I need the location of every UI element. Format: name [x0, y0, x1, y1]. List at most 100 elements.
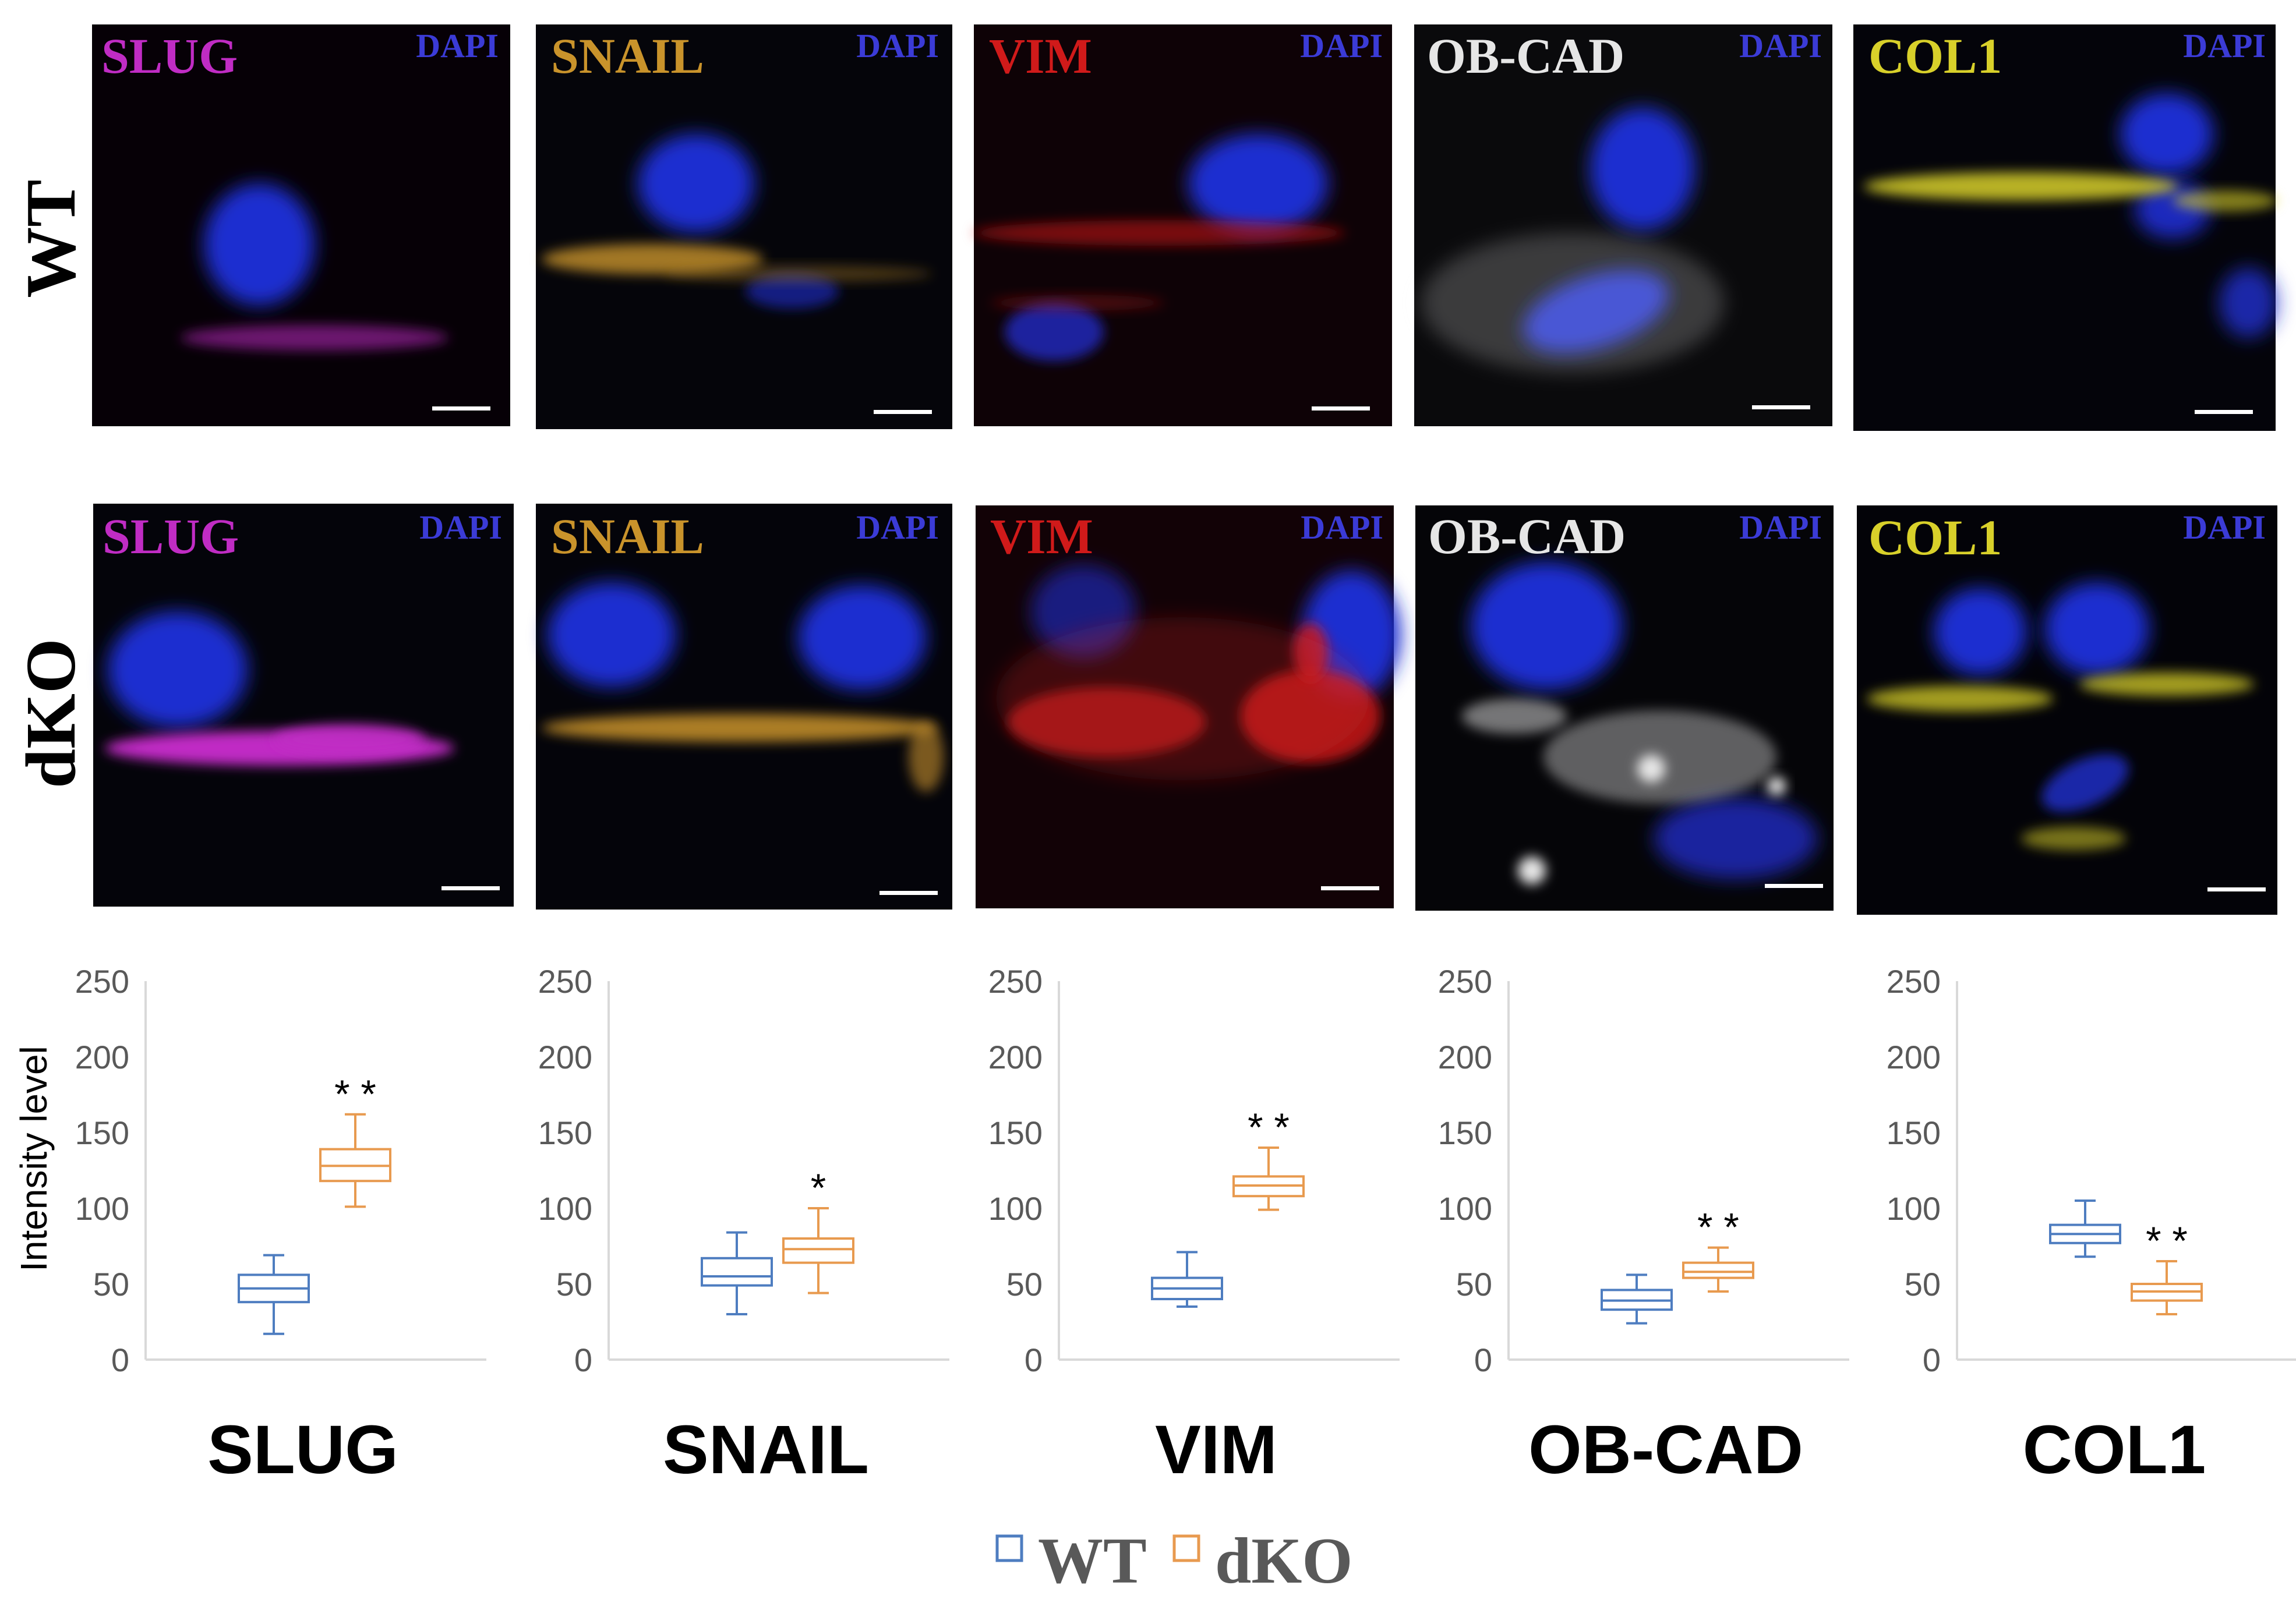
y-tick-label: 150: [538, 1114, 592, 1151]
dapi-label: DAPI: [1300, 27, 1383, 65]
scale-bar: [1312, 406, 1370, 411]
channel-label: COL1: [1868, 509, 2002, 565]
row-label-wt: WT: [12, 179, 90, 298]
legend-swatch-wt: [995, 1534, 1023, 1562]
boxplot-chart-col1: 0 50 100 150 200 250 * * COL1: [1887, 963, 2296, 1488]
chart-legend: WT dKO: [995, 1525, 1353, 1597]
legend-swatch-dko: [1172, 1534, 1200, 1562]
category-label: SNAIL: [663, 1411, 869, 1488]
y-tick-label: 100: [75, 1190, 129, 1227]
y-tick-label: 100: [988, 1190, 1043, 1227]
dapi-label: DAPI: [416, 27, 499, 65]
y-tick-label: 200: [988, 1039, 1043, 1075]
y-tick-label: 0: [574, 1342, 592, 1378]
micrograph-col1-wt: COL1 DAPI: [1853, 24, 2277, 431]
channel-label: SNAIL: [551, 508, 704, 564]
y-tick-label: 150: [1887, 1114, 1941, 1151]
y-tick-label: 100: [1438, 1190, 1492, 1227]
box-dko: [2131, 1260, 2203, 1315]
dapi-label: DAPI: [856, 27, 939, 65]
significance-marker: * *: [1248, 1105, 1290, 1149]
box-wt: [701, 1231, 773, 1315]
row-label-dko: dKO: [12, 638, 90, 788]
dapi-label: DAPI: [2183, 508, 2266, 546]
scale-bar: [441, 886, 500, 890]
boxplot-chart-obcad: 0 50 100 150 200 250 * * OB-CAD: [1438, 963, 1849, 1488]
scale-bar: [879, 891, 938, 895]
box-iqr: [701, 1257, 773, 1287]
y-tick-label: 0: [111, 1342, 129, 1378]
legend-label-wt: WT: [1038, 1525, 1147, 1597]
micrograph-slug-wt: SLUG DAPI: [92, 24, 510, 426]
category-label: VIM: [1155, 1411, 1277, 1488]
box-wt: [238, 1254, 310, 1335]
box-wt: [1601, 1273, 1673, 1325]
y-tick-label: 100: [538, 1190, 592, 1227]
box-dko: [1682, 1246, 1754, 1293]
dapi-label: DAPI: [1739, 508, 1822, 546]
y-tick-label: 250: [538, 963, 592, 1000]
channel-label: OB-CAD: [1427, 28, 1624, 84]
channel-label: SLUG: [101, 28, 238, 84]
channel-label: SLUG: [103, 508, 239, 564]
category-label: SLUG: [207, 1411, 398, 1488]
micrograph-col1-dko: COL1 DAPI: [1857, 505, 2277, 915]
micrograph-obcad-wt: OB-CAD DAPI: [1414, 24, 1832, 426]
y-tick-label: 0: [1923, 1342, 1941, 1378]
category-label: OB-CAD: [1528, 1411, 1803, 1488]
y-tick-label: 0: [1025, 1342, 1043, 1378]
scale-bar: [1321, 886, 1379, 890]
y-tick-label: 150: [75, 1114, 129, 1151]
y-tick-label: 100: [1887, 1190, 1941, 1227]
significance-marker: *: [811, 1166, 826, 1210]
box-wt: [2049, 1199, 2121, 1258]
significance-marker: * *: [2146, 1219, 2188, 1263]
y-tick-label: 200: [538, 1039, 592, 1075]
y-tick-label: 200: [1438, 1039, 1492, 1075]
box-dko: [319, 1113, 391, 1208]
box-dko: [1232, 1147, 1305, 1211]
micrograph-snail-wt: SNAIL DAPI: [536, 24, 952, 429]
channel-label: COL1: [1868, 28, 2002, 84]
boxplot-chart-snail: 0 50 100 150 200 250 * SNAIL: [538, 963, 949, 1488]
y-tick-label: 250: [988, 963, 1043, 1000]
significance-marker: * *: [334, 1072, 376, 1116]
dapi-label: DAPI: [1301, 508, 1383, 546]
micrograph-snail-dko: SNAIL DAPI: [536, 504, 952, 910]
y-tick-label: 50: [1006, 1266, 1043, 1303]
micrograph-vim-wt: VIM DAPI: [973, 24, 1392, 426]
dapi-label: DAPI: [1739, 27, 1822, 65]
y-tick-label: 50: [556, 1266, 592, 1303]
box-wt: [1151, 1251, 1223, 1308]
channel-label: OB-CAD: [1428, 508, 1626, 564]
micrograph-obcad-dko: OB-CAD DAPI: [1415, 505, 1834, 911]
scale-bar: [2207, 887, 2266, 891]
scale-bar: [2195, 410, 2253, 414]
significance-marker: * *: [1697, 1205, 1739, 1250]
y-tick-label: 200: [1887, 1039, 1941, 1075]
dapi-label: DAPI: [856, 508, 939, 546]
y-tick-label: 150: [988, 1114, 1043, 1151]
dapi-label: DAPI: [2183, 27, 2266, 65]
channel-label: SNAIL: [551, 28, 704, 84]
y-tick-label: 150: [1438, 1114, 1492, 1151]
scale-bar: [1765, 884, 1823, 888]
boxplot-chart-vim: 0 50 100 150 200 250 * * VIM: [988, 963, 1400, 1488]
category-label: COL1: [2023, 1411, 2206, 1488]
y-axis-title: Intensity level: [13, 1046, 55, 1272]
y-tick-label: 50: [1456, 1266, 1492, 1303]
scale-bar: [1752, 405, 1810, 409]
y-tick-label: 50: [93, 1266, 129, 1303]
dapi-label: DAPI: [419, 508, 502, 546]
boxplot-chart-slug: 0 50 100 150 200 250 * * SLUG: [75, 963, 486, 1488]
y-tick-label: 250: [1438, 963, 1492, 1000]
y-tick-label: 0: [1474, 1342, 1492, 1378]
box-dko: [782, 1207, 854, 1294]
legend-label-dko: dKO: [1215, 1525, 1353, 1597]
channel-label: VIM: [990, 508, 1093, 564]
y-tick-label: 50: [1905, 1266, 1941, 1303]
box-iqr: [782, 1237, 854, 1264]
y-tick-label: 250: [75, 963, 129, 1000]
micrograph-slug-dko: SLUG DAPI: [93, 504, 514, 907]
